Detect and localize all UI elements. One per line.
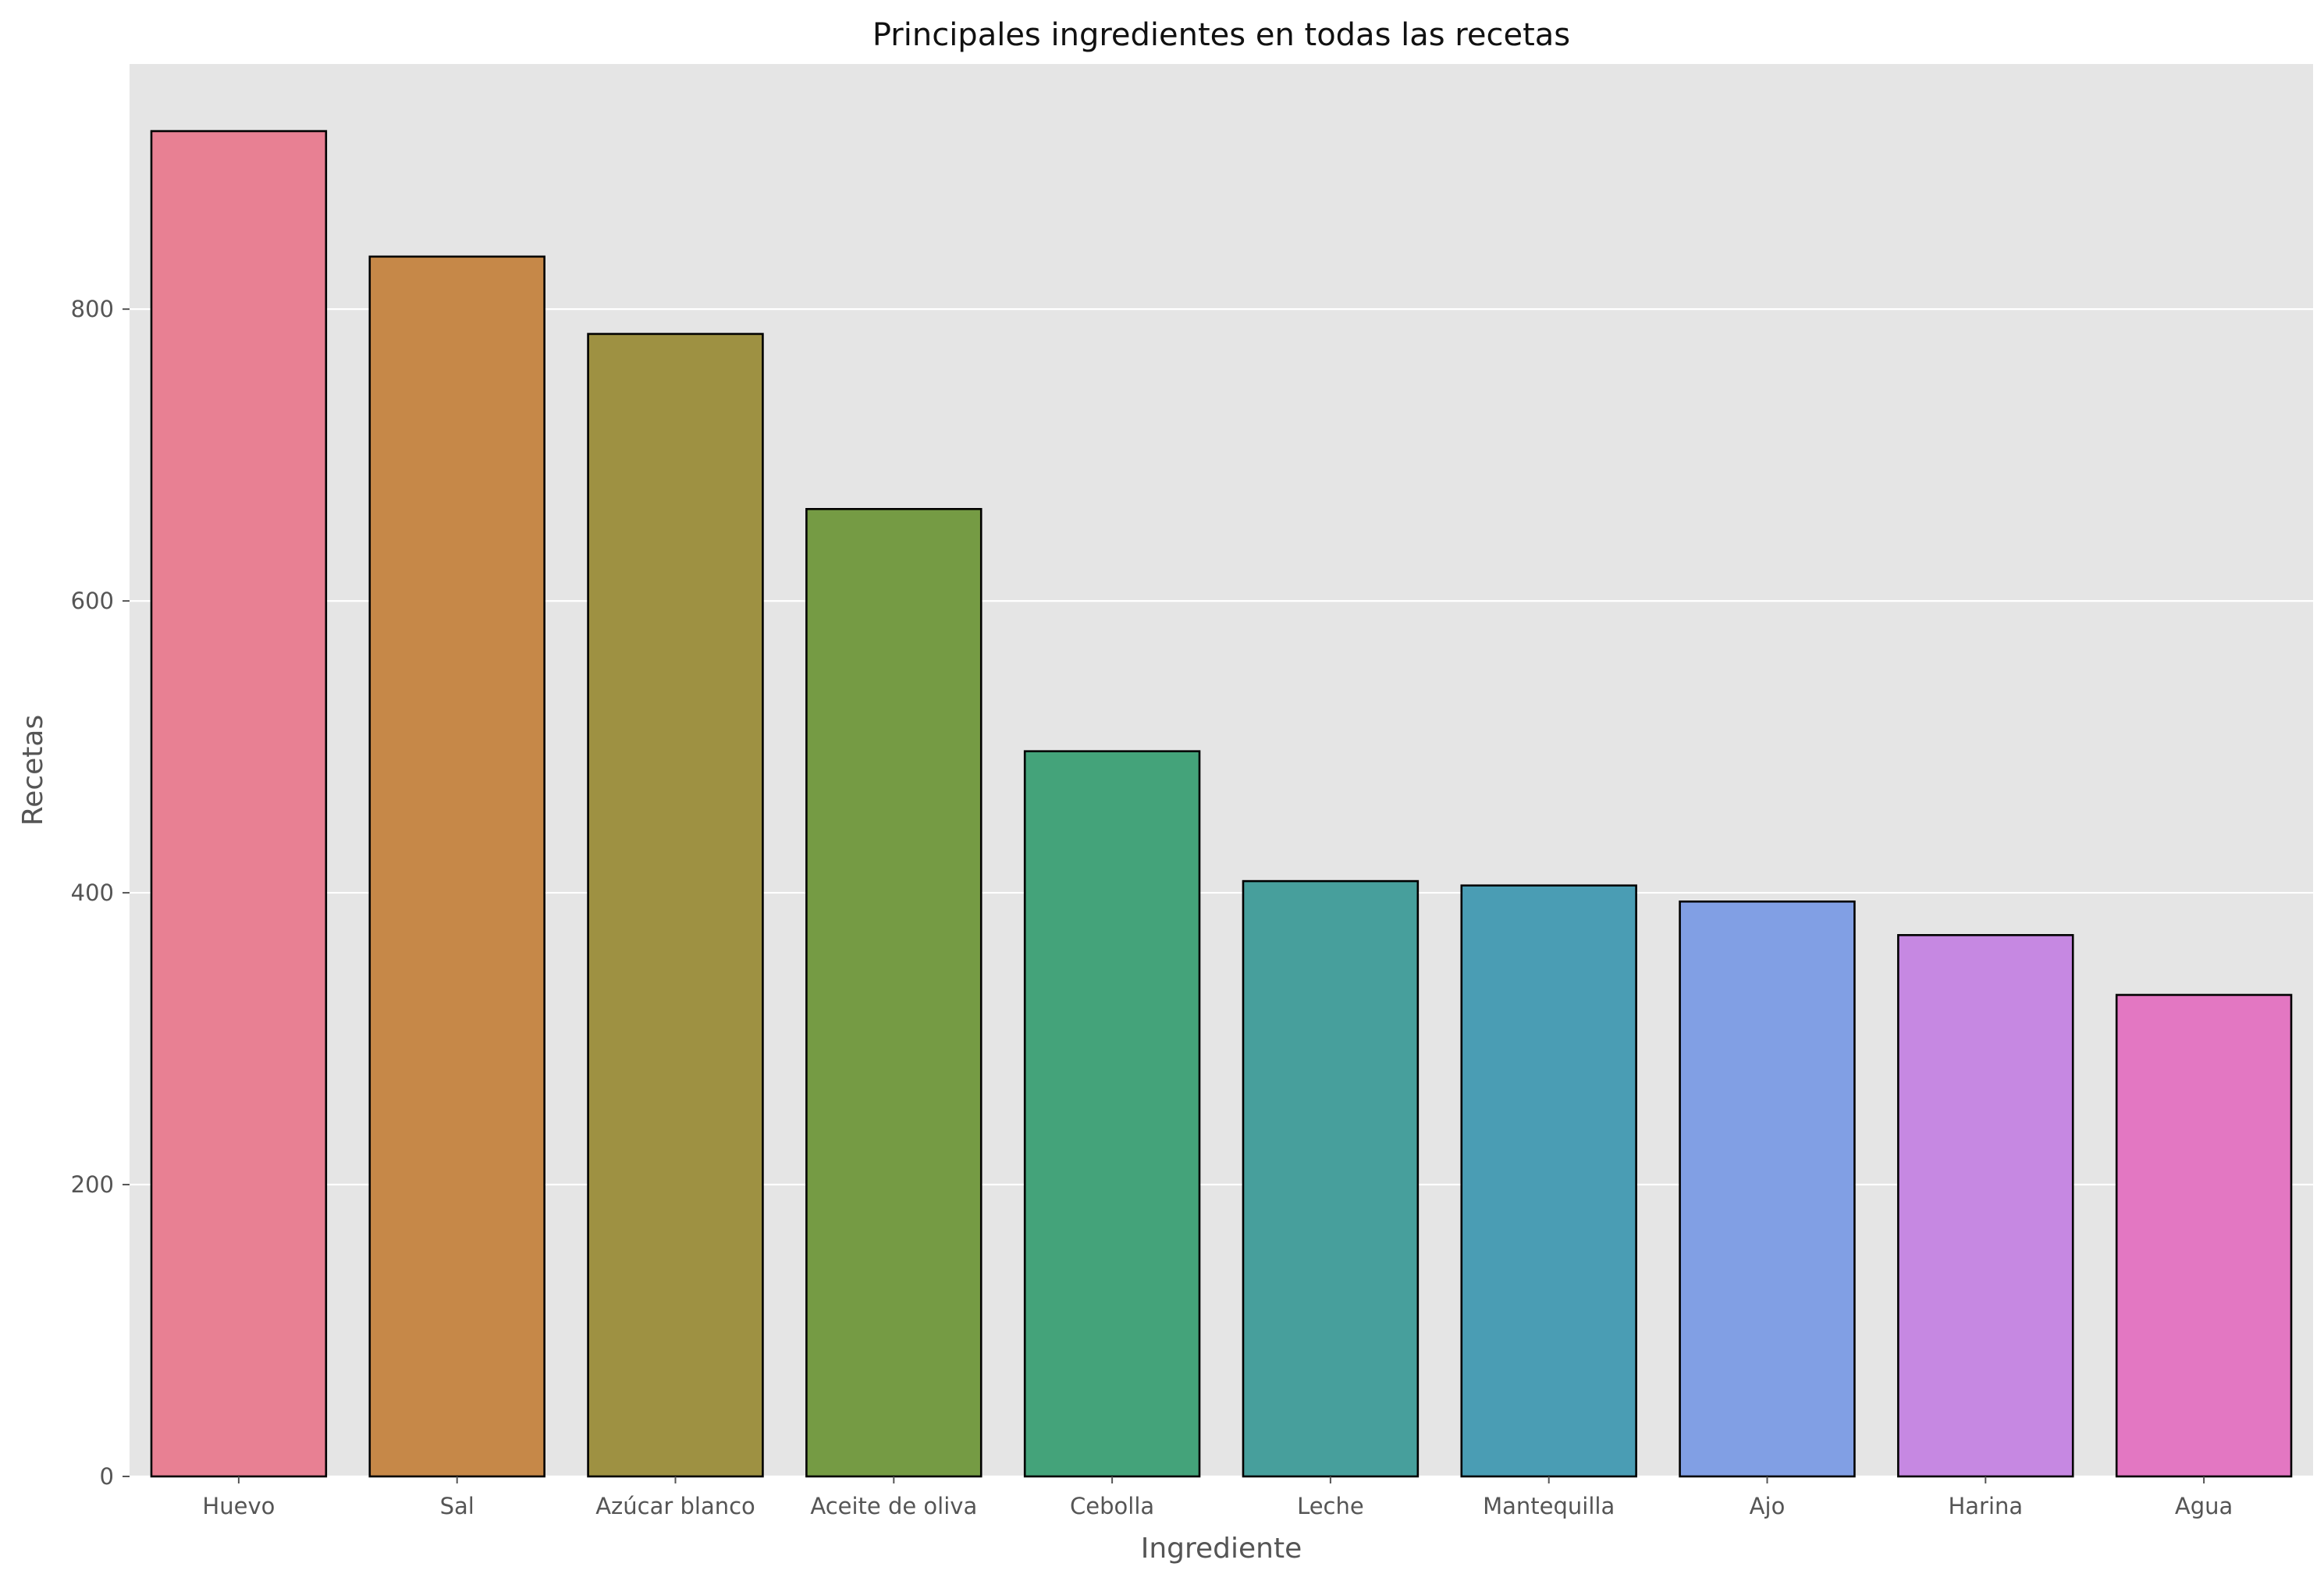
x-tick-label: Agua	[2175, 1493, 2233, 1519]
bar-harina	[1897, 933, 2074, 1478]
x-tick-label: Harina	[1948, 1493, 2023, 1519]
y-tick-label: 400	[71, 879, 114, 906]
x-tick-label: Huevo	[202, 1493, 275, 1519]
bar-cebolla	[1023, 750, 1201, 1478]
bar-ajo	[1679, 900, 1856, 1478]
x-axis-ticks: Huevo Sal Azúcar blanco Aceite de oliva Cebo…	[202, 1476, 2233, 1519]
bar-agua	[2115, 993, 2293, 1478]
chart-title: Principales ingredientes en todas las re…	[872, 17, 1570, 53]
y-tick-label: 200	[71, 1171, 114, 1198]
y-axis-label: Recetas	[17, 715, 49, 826]
x-tick-label: Leche	[1297, 1493, 1364, 1519]
y-tick-label: 800	[71, 296, 114, 322]
bar-mantequilla	[1460, 884, 1637, 1478]
y-tick-label: 600	[71, 588, 114, 614]
x-axis-label: Ingrediente	[1141, 1533, 1302, 1565]
bars	[150, 130, 2293, 1478]
x-tick-label: Aceite de oliva	[810, 1493, 977, 1519]
y-axis-ticks: 0 200 400 600 800	[71, 296, 130, 1490]
bar-sal	[368, 255, 545, 1478]
y-tick-label: 0	[100, 1463, 114, 1490]
x-tick-label: Mantequilla	[1483, 1493, 1615, 1519]
bar-huevo	[150, 130, 328, 1478]
x-tick-label: Sal	[440, 1493, 474, 1519]
bar-aceite-de-oliva	[805, 507, 983, 1478]
x-tick-label: Cebolla	[1070, 1493, 1154, 1519]
bar-azúcar-blanco	[587, 332, 764, 1478]
bar-leche	[1242, 879, 1420, 1478]
x-tick-label: Ajo	[1750, 1493, 1786, 1519]
x-tick-label: Azúcar blanco	[595, 1493, 755, 1519]
